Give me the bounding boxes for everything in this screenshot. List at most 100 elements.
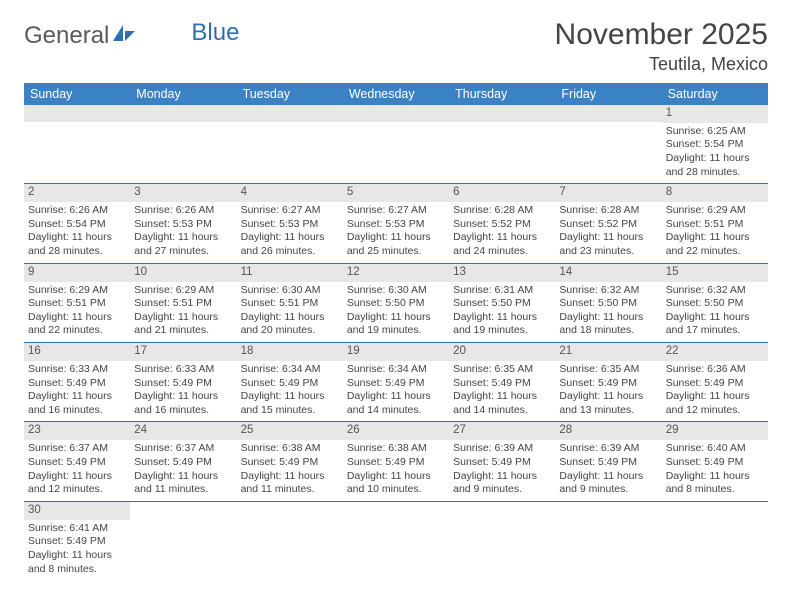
calendar-cell: 29Sunrise: 6:40 AMSunset: 5:49 PMDayligh… xyxy=(662,422,768,501)
calendar-cell: 1Sunrise: 6:25 AMSunset: 5:54 PMDaylight… xyxy=(662,105,768,184)
logo: General Blue xyxy=(24,22,239,50)
weekday-header: Thursday xyxy=(449,83,555,105)
calendar-cell: 21Sunrise: 6:35 AMSunset: 5:49 PMDayligh… xyxy=(555,343,661,422)
calendar-cell: 9Sunrise: 6:29 AMSunset: 5:51 PMDaylight… xyxy=(24,263,130,342)
calendar-cell: 27Sunrise: 6:39 AMSunset: 5:49 PMDayligh… xyxy=(449,422,555,501)
calendar-cell: 7Sunrise: 6:28 AMSunset: 5:52 PMDaylight… xyxy=(555,184,661,263)
day-info: Sunrise: 6:26 AMSunset: 5:53 PMDaylight:… xyxy=(130,202,236,263)
calendar-cell xyxy=(130,501,236,580)
calendar-cell: 2Sunrise: 6:26 AMSunset: 5:54 PMDaylight… xyxy=(24,184,130,263)
day-number: 21 xyxy=(555,343,661,361)
weekday-header: Wednesday xyxy=(343,83,449,105)
day-info: Sunrise: 6:30 AMSunset: 5:50 PMDaylight:… xyxy=(343,282,449,343)
day-info: Sunrise: 6:31 AMSunset: 5:50 PMDaylight:… xyxy=(449,282,555,343)
calendar-cell: 8Sunrise: 6:29 AMSunset: 5:51 PMDaylight… xyxy=(662,184,768,263)
calendar-cell: 13Sunrise: 6:31 AMSunset: 5:50 PMDayligh… xyxy=(449,263,555,342)
day-number: 6 xyxy=(449,184,555,202)
day-number: 8 xyxy=(662,184,768,202)
calendar-cell xyxy=(449,105,555,184)
day-info: Sunrise: 6:29 AMSunset: 5:51 PMDaylight:… xyxy=(24,282,130,343)
weekday-header: Friday xyxy=(555,83,661,105)
day-number: 15 xyxy=(662,264,768,282)
calendar-cell xyxy=(555,501,661,580)
calendar-cell: 10Sunrise: 6:29 AMSunset: 5:51 PMDayligh… xyxy=(130,263,236,342)
logo-text-general: General xyxy=(24,22,109,50)
calendar-cell: 23Sunrise: 6:37 AMSunset: 5:49 PMDayligh… xyxy=(24,422,130,501)
calendar-cell: 24Sunrise: 6:37 AMSunset: 5:49 PMDayligh… xyxy=(130,422,236,501)
location: Teutila, Mexico xyxy=(555,54,768,75)
calendar-cell xyxy=(662,501,768,580)
day-number: 19 xyxy=(343,343,449,361)
day-number: 30 xyxy=(24,502,130,520)
calendar-cell xyxy=(449,501,555,580)
calendar-cell: 3Sunrise: 6:26 AMSunset: 5:53 PMDaylight… xyxy=(130,184,236,263)
calendar-row: 2Sunrise: 6:26 AMSunset: 5:54 PMDaylight… xyxy=(24,184,768,263)
day-number: 14 xyxy=(555,264,661,282)
day-number: 26 xyxy=(343,422,449,440)
weekday-header: Sunday xyxy=(24,83,130,105)
day-number: 23 xyxy=(24,422,130,440)
day-info: Sunrise: 6:37 AMSunset: 5:49 PMDaylight:… xyxy=(24,440,130,501)
weekday-header: Monday xyxy=(130,83,236,105)
calendar-cell: 16Sunrise: 6:33 AMSunset: 5:49 PMDayligh… xyxy=(24,343,130,422)
day-number: 7 xyxy=(555,184,661,202)
title-block: November 2025 Teutila, Mexico xyxy=(555,18,768,75)
day-number: 1 xyxy=(662,105,768,123)
day-number: 22 xyxy=(662,343,768,361)
calendar-row: 1Sunrise: 6:25 AMSunset: 5:54 PMDaylight… xyxy=(24,105,768,184)
day-info: Sunrise: 6:32 AMSunset: 5:50 PMDaylight:… xyxy=(662,282,768,343)
day-info: Sunrise: 6:39 AMSunset: 5:49 PMDaylight:… xyxy=(555,440,661,501)
calendar-cell xyxy=(555,105,661,184)
weekday-header-row: SundayMondayTuesdayWednesdayThursdayFrid… xyxy=(24,83,768,105)
day-number: 5 xyxy=(343,184,449,202)
day-number: 25 xyxy=(237,422,343,440)
calendar-body: 1Sunrise: 6:25 AMSunset: 5:54 PMDaylight… xyxy=(24,105,768,580)
calendar-cell: 20Sunrise: 6:35 AMSunset: 5:49 PMDayligh… xyxy=(449,343,555,422)
day-number: 11 xyxy=(237,264,343,282)
day-info: Sunrise: 6:37 AMSunset: 5:49 PMDaylight:… xyxy=(130,440,236,501)
calendar-cell xyxy=(343,105,449,184)
calendar-cell xyxy=(130,105,236,184)
calendar-cell: 22Sunrise: 6:36 AMSunset: 5:49 PMDayligh… xyxy=(662,343,768,422)
calendar-row: 16Sunrise: 6:33 AMSunset: 5:49 PMDayligh… xyxy=(24,343,768,422)
empty-day-bar xyxy=(555,105,661,122)
calendar-cell xyxy=(237,105,343,184)
calendar-cell: 11Sunrise: 6:30 AMSunset: 5:51 PMDayligh… xyxy=(237,263,343,342)
day-info: Sunrise: 6:29 AMSunset: 5:51 PMDaylight:… xyxy=(130,282,236,343)
day-number: 24 xyxy=(130,422,236,440)
empty-day-bar xyxy=(449,105,555,122)
day-info: Sunrise: 6:34 AMSunset: 5:49 PMDaylight:… xyxy=(237,361,343,422)
day-info: Sunrise: 6:39 AMSunset: 5:49 PMDaylight:… xyxy=(449,440,555,501)
day-info: Sunrise: 6:27 AMSunset: 5:53 PMDaylight:… xyxy=(343,202,449,263)
month-title: November 2025 xyxy=(555,18,768,52)
day-info: Sunrise: 6:33 AMSunset: 5:49 PMDaylight:… xyxy=(24,361,130,422)
calendar-row: 23Sunrise: 6:37 AMSunset: 5:49 PMDayligh… xyxy=(24,422,768,501)
day-number: 13 xyxy=(449,264,555,282)
day-info: Sunrise: 6:35 AMSunset: 5:49 PMDaylight:… xyxy=(449,361,555,422)
day-info: Sunrise: 6:41 AMSunset: 5:49 PMDaylight:… xyxy=(24,520,130,581)
day-info: Sunrise: 6:29 AMSunset: 5:51 PMDaylight:… xyxy=(662,202,768,263)
day-info: Sunrise: 6:28 AMSunset: 5:52 PMDaylight:… xyxy=(555,202,661,263)
day-number: 10 xyxy=(130,264,236,282)
day-number: 28 xyxy=(555,422,661,440)
logo-text-blue: Blue xyxy=(191,19,239,47)
day-info: Sunrise: 6:34 AMSunset: 5:49 PMDaylight:… xyxy=(343,361,449,422)
header: General Blue November 2025 Teutila, Mexi… xyxy=(24,18,768,75)
day-number: 16 xyxy=(24,343,130,361)
day-info: Sunrise: 6:38 AMSunset: 5:49 PMDaylight:… xyxy=(237,440,343,501)
day-info: Sunrise: 6:33 AMSunset: 5:49 PMDaylight:… xyxy=(130,361,236,422)
calendar-row: 9Sunrise: 6:29 AMSunset: 5:51 PMDaylight… xyxy=(24,263,768,342)
logo-sail-icon xyxy=(111,22,137,50)
calendar-cell: 14Sunrise: 6:32 AMSunset: 5:50 PMDayligh… xyxy=(555,263,661,342)
calendar-cell: 17Sunrise: 6:33 AMSunset: 5:49 PMDayligh… xyxy=(130,343,236,422)
calendar-cell: 15Sunrise: 6:32 AMSunset: 5:50 PMDayligh… xyxy=(662,263,768,342)
day-info: Sunrise: 6:38 AMSunset: 5:49 PMDaylight:… xyxy=(343,440,449,501)
day-info: Sunrise: 6:27 AMSunset: 5:53 PMDaylight:… xyxy=(237,202,343,263)
empty-day-bar xyxy=(237,105,343,122)
day-number: 17 xyxy=(130,343,236,361)
day-number: 29 xyxy=(662,422,768,440)
empty-day-bar xyxy=(130,105,236,122)
day-number: 20 xyxy=(449,343,555,361)
calendar-row: 30Sunrise: 6:41 AMSunset: 5:49 PMDayligh… xyxy=(24,501,768,580)
calendar-cell: 30Sunrise: 6:41 AMSunset: 5:49 PMDayligh… xyxy=(24,501,130,580)
